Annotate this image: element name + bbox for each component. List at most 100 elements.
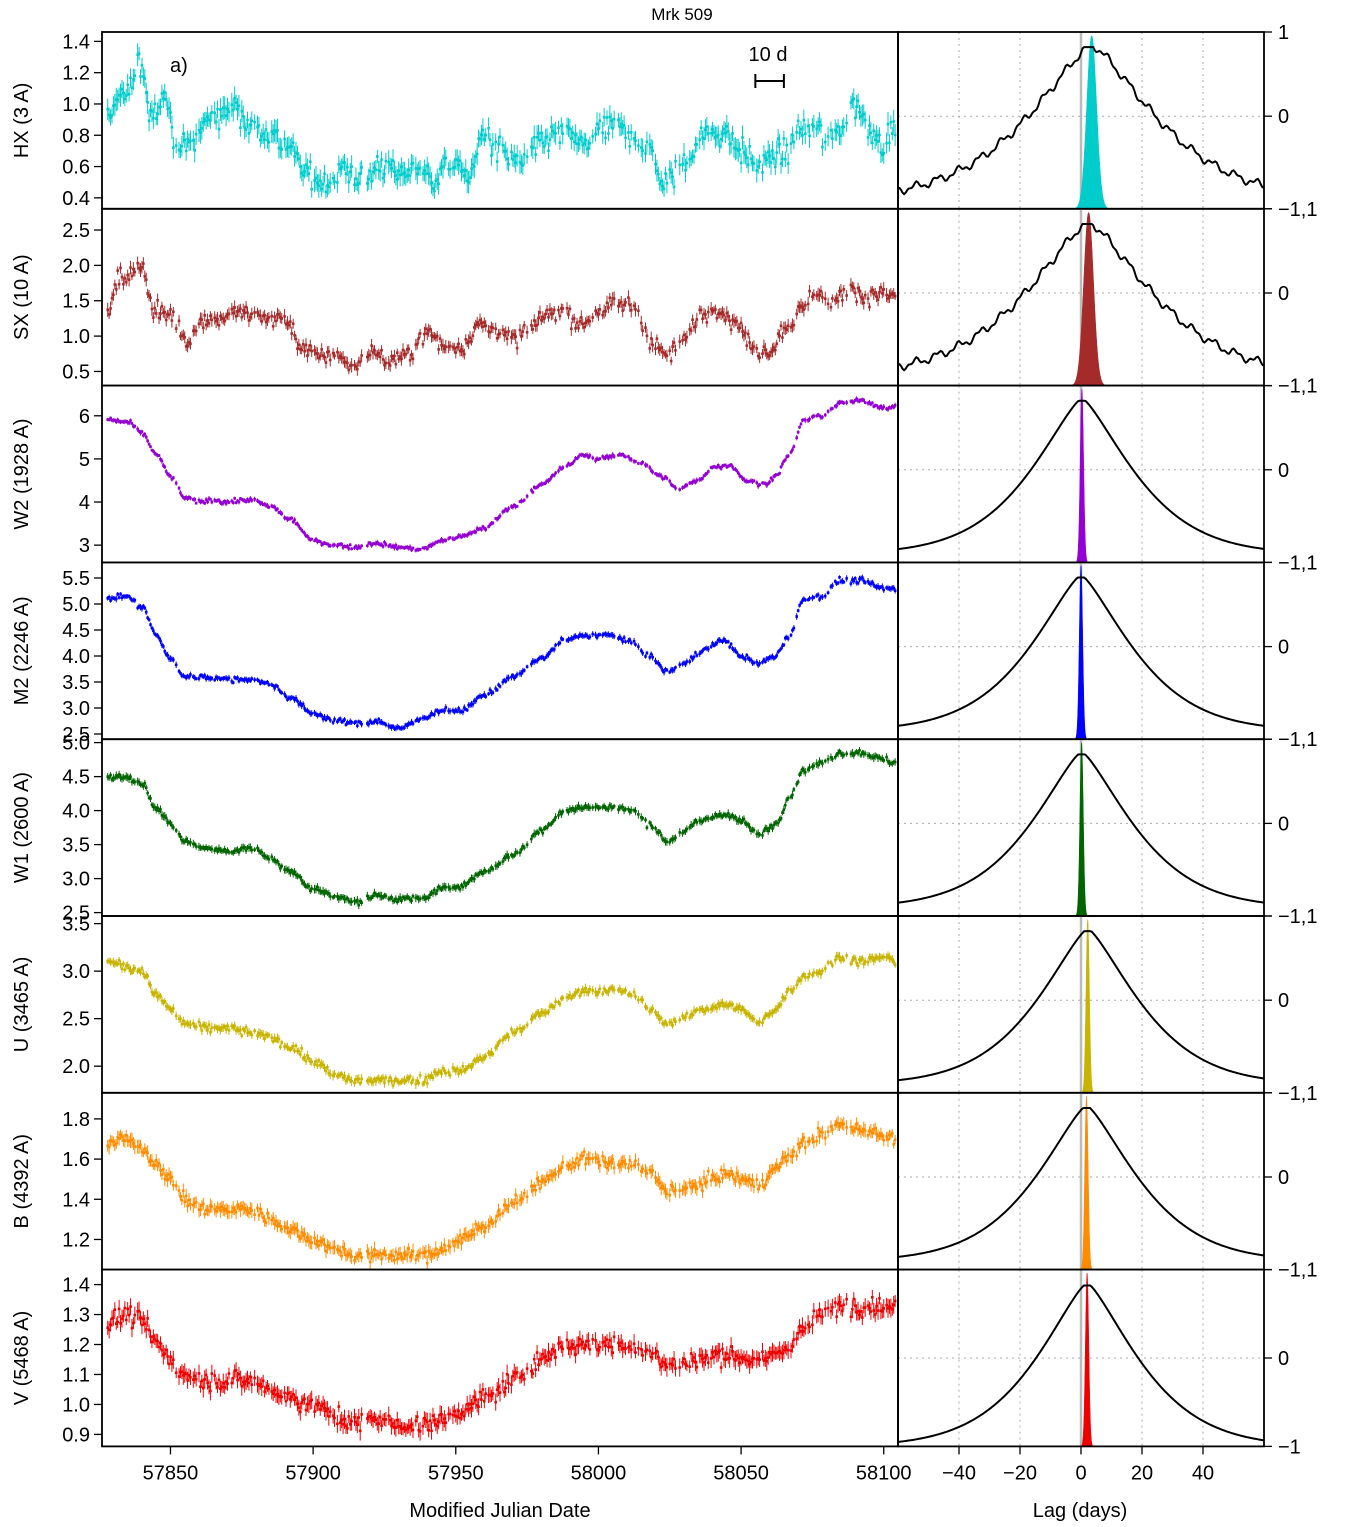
data-point bbox=[490, 154, 493, 157]
data-point bbox=[477, 873, 480, 876]
data-point bbox=[678, 164, 681, 167]
data-point bbox=[201, 318, 204, 321]
data-point bbox=[472, 334, 475, 337]
data-point bbox=[293, 334, 296, 337]
data-point bbox=[707, 311, 710, 314]
data-point bbox=[661, 185, 664, 188]
data-point bbox=[223, 320, 226, 323]
data-point bbox=[353, 183, 356, 186]
data-point bbox=[698, 138, 701, 141]
data-point bbox=[151, 308, 154, 311]
data-point bbox=[532, 328, 535, 331]
data-point bbox=[412, 547, 415, 550]
data-point bbox=[489, 138, 492, 141]
data-point bbox=[350, 900, 353, 903]
data-point bbox=[444, 345, 447, 348]
data-point bbox=[111, 297, 114, 300]
data-point bbox=[248, 319, 251, 322]
data-point bbox=[125, 281, 128, 284]
data-point bbox=[385, 362, 388, 365]
data-point bbox=[293, 518, 296, 521]
data-point bbox=[484, 324, 487, 327]
data-point bbox=[143, 275, 146, 278]
data-point bbox=[467, 181, 470, 184]
data-point bbox=[765, 158, 768, 161]
data-point bbox=[356, 899, 359, 902]
data-point bbox=[209, 498, 212, 501]
data-point bbox=[861, 298, 864, 301]
data-point bbox=[215, 121, 218, 124]
data-point bbox=[801, 134, 804, 137]
data-point bbox=[329, 544, 332, 547]
data-point bbox=[221, 115, 224, 118]
data-point bbox=[179, 835, 182, 838]
data-point bbox=[236, 676, 239, 679]
data-point bbox=[773, 824, 776, 827]
data-point bbox=[296, 347, 299, 350]
data-point bbox=[797, 431, 800, 434]
data-point bbox=[522, 330, 525, 333]
data-point bbox=[519, 851, 522, 854]
data-point bbox=[738, 818, 741, 821]
data-point bbox=[256, 311, 259, 314]
data-point bbox=[630, 131, 633, 134]
data-point bbox=[345, 723, 348, 726]
data-point bbox=[175, 482, 178, 485]
data-point bbox=[347, 369, 350, 372]
data-point bbox=[741, 136, 744, 139]
lc-frame bbox=[102, 209, 898, 386]
data-point bbox=[263, 314, 266, 317]
data-point bbox=[496, 689, 499, 692]
data-point bbox=[189, 342, 192, 345]
data-point bbox=[765, 352, 768, 355]
data-point bbox=[406, 724, 409, 727]
data-point bbox=[383, 541, 386, 544]
data-point bbox=[885, 142, 888, 145]
data-point bbox=[831, 758, 834, 761]
data-point bbox=[359, 361, 362, 364]
data-point bbox=[235, 315, 238, 318]
data-point bbox=[412, 357, 415, 360]
data-point bbox=[700, 309, 703, 312]
data-point bbox=[393, 355, 396, 358]
data-point bbox=[350, 165, 353, 168]
data-point bbox=[333, 180, 336, 183]
data-point bbox=[738, 148, 741, 151]
data-point bbox=[156, 807, 159, 810]
data-point bbox=[179, 492, 182, 495]
data-point bbox=[663, 188, 666, 191]
data-point bbox=[268, 683, 271, 686]
data-point bbox=[678, 340, 681, 343]
data-point bbox=[355, 177, 358, 180]
data-point bbox=[748, 826, 751, 829]
data-point bbox=[343, 718, 346, 721]
data-point bbox=[641, 461, 644, 464]
data-point bbox=[837, 125, 840, 128]
data-point bbox=[290, 332, 293, 335]
data-point bbox=[232, 109, 235, 112]
data-point bbox=[881, 585, 884, 588]
data-point bbox=[736, 651, 739, 654]
data-point bbox=[195, 845, 198, 848]
data-point bbox=[852, 580, 855, 583]
data-point bbox=[765, 827, 768, 830]
data-point bbox=[606, 455, 609, 458]
data-point bbox=[761, 834, 764, 837]
data-point bbox=[554, 816, 557, 819]
data-point bbox=[332, 352, 335, 355]
data-point bbox=[235, 101, 238, 104]
data-point bbox=[720, 467, 723, 470]
data-point bbox=[755, 347, 758, 350]
data-point bbox=[259, 139, 262, 142]
data-point bbox=[678, 488, 681, 491]
data-point bbox=[262, 132, 265, 135]
data-point bbox=[437, 182, 440, 185]
data-point bbox=[706, 321, 709, 324]
data-point bbox=[561, 132, 564, 135]
data-point bbox=[845, 401, 848, 404]
data-point bbox=[409, 174, 412, 177]
data-point bbox=[165, 98, 168, 101]
data-point bbox=[763, 830, 766, 833]
data-point bbox=[141, 64, 144, 67]
data-point bbox=[333, 544, 336, 547]
